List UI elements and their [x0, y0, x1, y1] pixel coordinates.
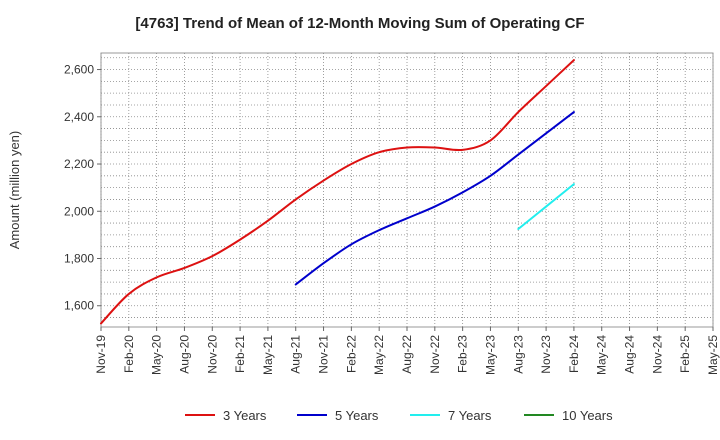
y-tick-label: 2,600 [64, 63, 94, 77]
x-tick-label: May-22 [372, 335, 386, 375]
x-tick-label: Feb-25 [678, 335, 692, 373]
x-tick-label: Nov-20 [205, 335, 219, 374]
series-line-7-years [517, 183, 575, 230]
grid [100, 53, 714, 327]
x-tick-label: Nov-24 [650, 335, 664, 374]
chart-title: [4763] Trend of Mean of 12-Month Moving … [135, 15, 584, 32]
y-tick-label: 2,400 [64, 110, 94, 124]
x-tick-label: Aug-20 [177, 335, 191, 374]
y-axis-ticks: 1,600 1,800 2,000 2,200 2,400 2,600 [64, 63, 101, 313]
x-tick-label: Feb-22 [344, 335, 358, 373]
x-tick-label: May-24 [595, 335, 609, 375]
series-layer [100, 59, 575, 325]
y-axis-label: Amount (million yen) [7, 131, 22, 250]
x-tick-label: Nov-21 [317, 335, 331, 374]
x-tick-label: May-20 [150, 335, 164, 375]
x-tick-label: May-23 [483, 335, 497, 375]
legend-label-3-years: 3 Years [223, 408, 267, 423]
series-line-3-years [100, 59, 575, 325]
x-tick-label: Aug-22 [400, 335, 414, 374]
x-tick-label: Feb-24 [567, 335, 581, 373]
y-tick-label: 1,800 [64, 252, 94, 266]
x-tick-label: Feb-23 [456, 335, 470, 373]
legend-label-7-years: 7 Years [448, 408, 492, 423]
plot-area [100, 52, 714, 328]
y-tick-label: 2,000 [64, 204, 94, 218]
x-axis-ticks: Nov-19 Feb-20 May-20 Aug-20 Nov-20 Feb-21 May-… [94, 327, 720, 375]
y-tick-label: 1,600 [64, 299, 94, 313]
x-tick-label: Aug-24 [623, 335, 637, 374]
x-tick-label: Nov-22 [428, 335, 442, 374]
x-tick-label: Feb-20 [122, 335, 136, 373]
x-tick-label: May-25 [706, 335, 720, 375]
x-tick-label: Nov-19 [94, 335, 108, 374]
legend-label-5-years: 5 Years [335, 408, 379, 423]
legend-label-10-years: 10 Years [562, 408, 613, 423]
x-tick-label: Aug-23 [511, 335, 525, 374]
y-tick-label: 2,200 [64, 157, 94, 171]
series-line-5-years [294, 111, 575, 286]
legend: 3 Years 5 Years 7 Years 10 Years [185, 408, 613, 423]
x-tick-label: Aug-21 [289, 335, 303, 374]
x-tick-label: Feb-21 [233, 335, 247, 373]
x-tick-label: May-21 [261, 335, 275, 375]
x-tick-label: Nov-23 [539, 335, 553, 374]
